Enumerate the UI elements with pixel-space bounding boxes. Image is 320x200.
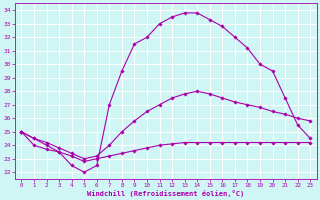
X-axis label: Windchill (Refroidissement éolien,°C): Windchill (Refroidissement éolien,°C): [87, 190, 244, 197]
